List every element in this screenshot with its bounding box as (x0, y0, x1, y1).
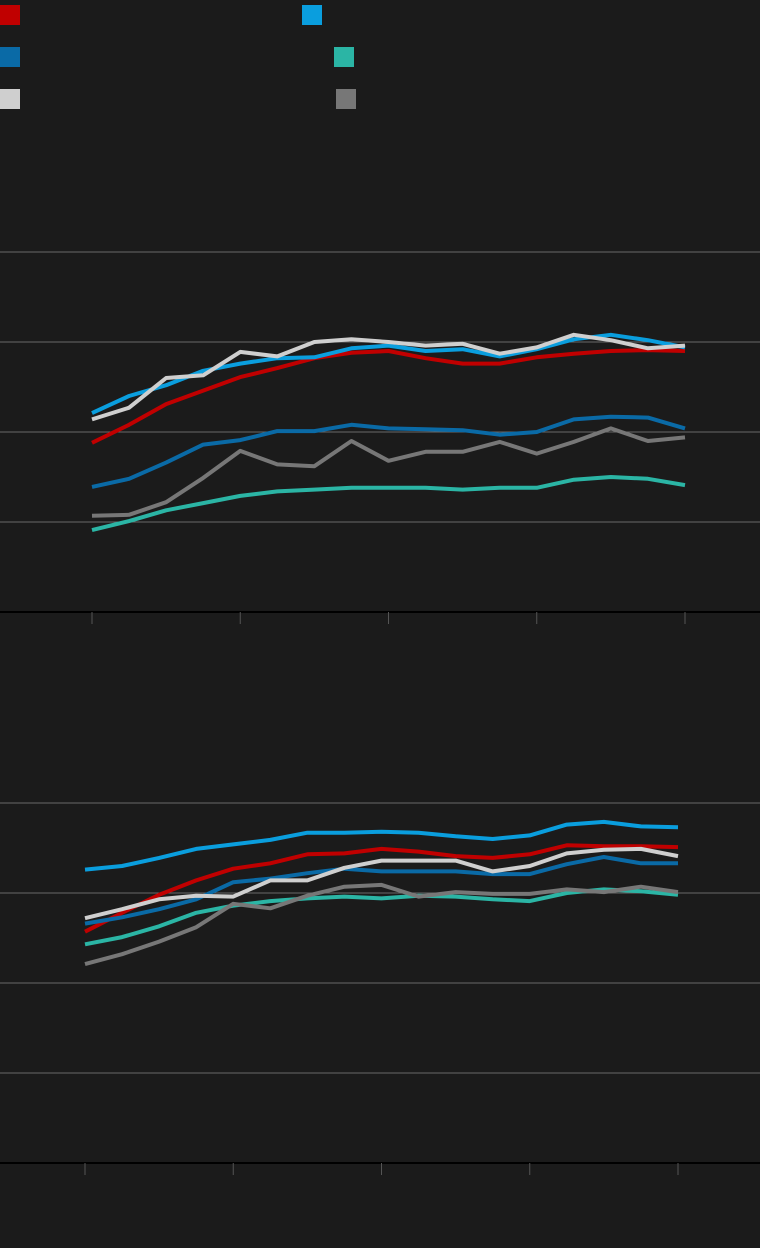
series-line (84, 843, 679, 934)
series-line (84, 882, 679, 967)
legend-swatch (334, 47, 354, 67)
series-line (84, 855, 678, 926)
series-line (84, 819, 679, 872)
series-line (91, 348, 686, 445)
legend-swatch (302, 5, 322, 25)
series-line (91, 426, 686, 518)
legend-swatch (0, 5, 20, 25)
series-line (91, 332, 686, 415)
series-line (91, 414, 686, 489)
series-line (91, 332, 686, 422)
series-line (91, 475, 686, 533)
series-line (84, 846, 679, 921)
legend-swatch (336, 89, 356, 109)
legend-swatch (0, 47, 20, 67)
legend-swatch (0, 89, 20, 109)
